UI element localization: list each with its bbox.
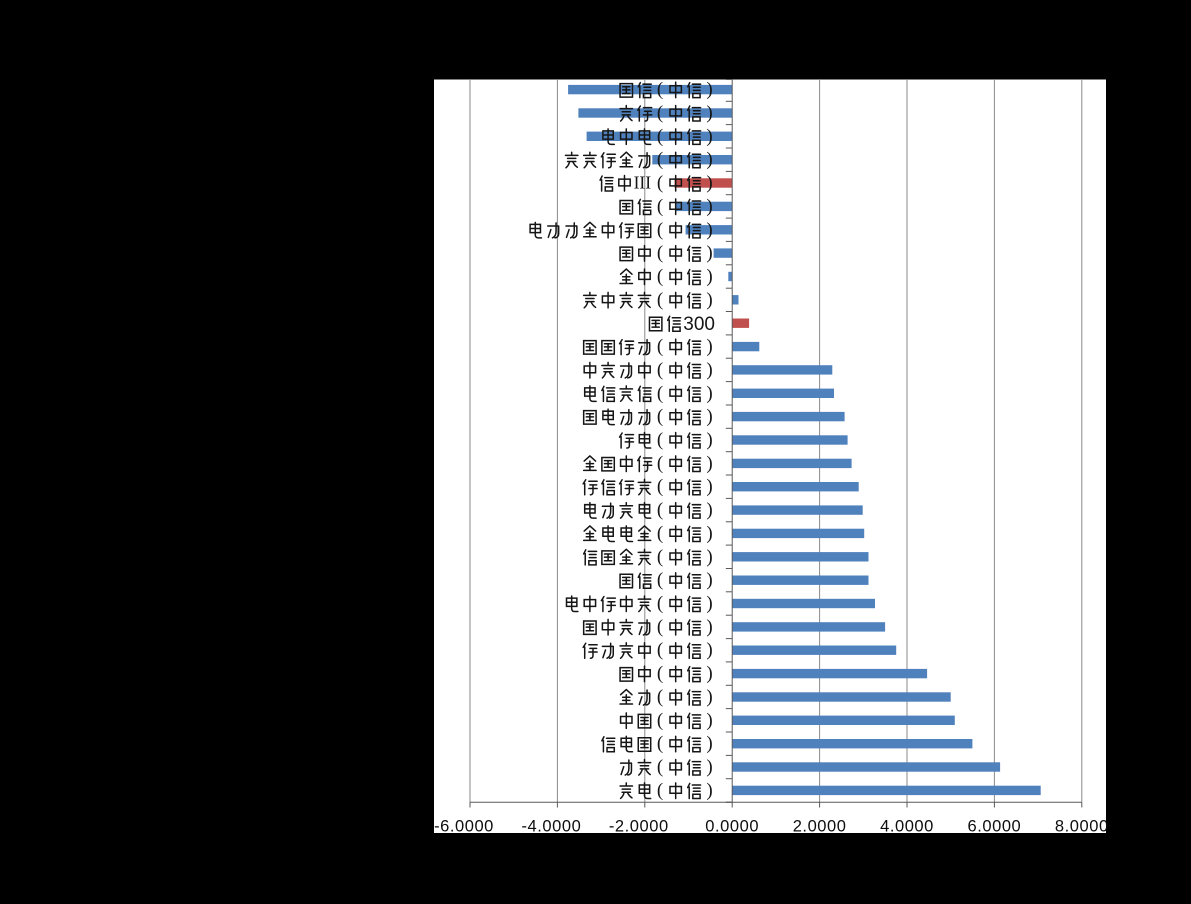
svg-text:(: ( — [657, 663, 663, 684]
svg-text:): ) — [706, 383, 712, 404]
svg-text:(: ( — [657, 546, 663, 567]
svg-text:(: ( — [657, 383, 663, 404]
svg-text:(: ( — [657, 687, 663, 708]
svg-text:): ) — [706, 476, 712, 497]
svg-text:): ) — [706, 780, 712, 801]
svg-text:(: ( — [657, 219, 663, 240]
svg-text:): ) — [706, 593, 712, 614]
svg-text:): ) — [706, 173, 712, 194]
svg-text:): ) — [706, 710, 712, 731]
svg-text:): ) — [706, 757, 712, 778]
svg-text:): ) — [706, 289, 712, 310]
svg-text:): ) — [706, 616, 712, 637]
svg-text:): ) — [706, 243, 712, 264]
svg-text:(: ( — [657, 266, 663, 287]
svg-text:(: ( — [657, 453, 663, 474]
svg-text:(: ( — [657, 523, 663, 544]
svg-text:(: ( — [657, 733, 663, 754]
svg-text:(: ( — [657, 593, 663, 614]
svg-text:): ) — [706, 219, 712, 240]
svg-text:-2.0000: -2.0000 — [609, 818, 669, 836]
svg-text:(: ( — [657, 616, 663, 637]
svg-text:(: ( — [657, 336, 663, 357]
svg-text:): ) — [706, 500, 712, 521]
svg-text:): ) — [706, 359, 712, 380]
svg-text:(: ( — [657, 126, 663, 147]
svg-text:(: ( — [657, 780, 663, 801]
svg-text:0.0000: 0.0000 — [705, 818, 759, 836]
svg-text:(: ( — [657, 757, 663, 778]
svg-text:): ) — [706, 196, 712, 217]
svg-text:(: ( — [657, 79, 663, 100]
svg-text:): ) — [706, 103, 712, 124]
svg-text:(: ( — [657, 149, 663, 170]
svg-text:(: ( — [657, 476, 663, 497]
svg-text:): ) — [706, 149, 712, 170]
svg-text:(: ( — [657, 359, 663, 380]
svg-text:300: 300 — [683, 314, 715, 335]
svg-text:6.0000: 6.0000 — [968, 818, 1022, 836]
svg-text:(: ( — [657, 103, 663, 124]
svg-text:): ) — [706, 453, 712, 474]
svg-text:(: ( — [657, 173, 663, 194]
svg-text:2.0000: 2.0000 — [793, 818, 847, 836]
svg-text:(: ( — [657, 289, 663, 310]
svg-text:(: ( — [657, 406, 663, 427]
svg-text:8.0000: 8.0000 — [1055, 818, 1109, 836]
svg-text:): ) — [706, 126, 712, 147]
svg-text:): ) — [706, 663, 712, 684]
svg-text:): ) — [706, 733, 712, 754]
svg-text:(: ( — [657, 640, 663, 661]
svg-text:(: ( — [657, 243, 663, 264]
svg-text:): ) — [706, 640, 712, 661]
svg-text:): ) — [706, 430, 712, 451]
svg-text:-4.0000: -4.0000 — [521, 818, 581, 836]
svg-text:): ) — [706, 570, 712, 591]
svg-text:(: ( — [657, 196, 663, 217]
svg-text:): ) — [706, 546, 712, 567]
svg-text:III: III — [634, 172, 652, 192]
svg-text:(: ( — [657, 570, 663, 591]
svg-text:(: ( — [657, 710, 663, 731]
svg-text:): ) — [706, 687, 712, 708]
svg-text:): ) — [706, 266, 712, 287]
svg-text:(: ( — [657, 500, 663, 521]
svg-text:-6.0000: -6.0000 — [434, 818, 494, 836]
svg-text:): ) — [706, 523, 712, 544]
svg-text:(: ( — [657, 430, 663, 451]
svg-text:): ) — [706, 79, 712, 100]
svg-text:4.0000: 4.0000 — [880, 818, 934, 836]
svg-text:): ) — [706, 336, 712, 357]
svg-text:): ) — [706, 406, 712, 427]
